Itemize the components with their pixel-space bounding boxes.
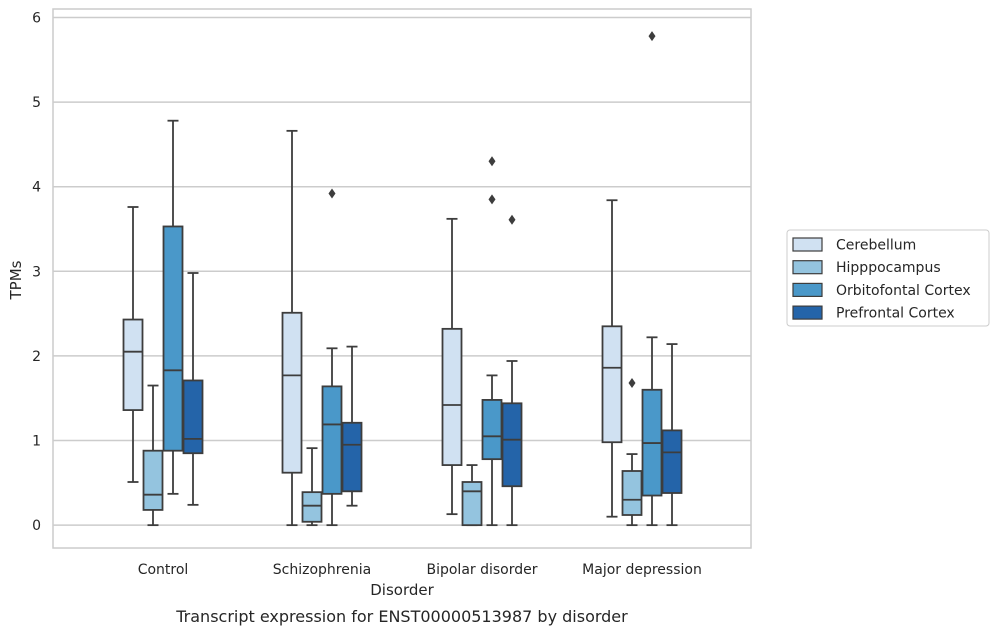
box-iqr (661, 429, 683, 494)
legend-swatch (792, 305, 823, 320)
box-3-0 (601, 199, 623, 518)
y-tick-label: 5 (32, 95, 41, 111)
box-iqr (142, 449, 164, 511)
outlier-point (508, 214, 516, 225)
box-3-1 (621, 378, 643, 527)
chart-title: Transcript expression for ENST0000051398… (175, 607, 628, 626)
box-groups (122, 31, 683, 527)
outlier-point (488, 156, 496, 167)
box-iqr (341, 421, 363, 493)
box-3-3 (661, 343, 683, 527)
legend-swatch (792, 282, 823, 297)
y-tick-label: 3 (32, 264, 41, 280)
box-2-1 (461, 464, 483, 527)
box-iqr (321, 385, 343, 495)
box-iqr (441, 327, 463, 466)
box-iqr (601, 325, 623, 444)
box-iqr (461, 481, 483, 527)
box-0-1 (142, 384, 164, 527)
legend-label: Prefrontal Cortex (836, 306, 955, 322)
plot-area (52, 8, 752, 549)
box-3-2 (641, 31, 663, 527)
box-1-0 (281, 129, 303, 527)
y-tick-label: 6 (32, 10, 41, 26)
box-iqr (281, 311, 303, 474)
box-iqr (162, 225, 184, 452)
x-axis-title: Disorder (370, 581, 434, 599)
x-tick-labels: Control Schizophrenia Bipolar disorder Majo… (138, 562, 702, 578)
outlier-point (488, 194, 496, 205)
box-iqr (301, 491, 323, 523)
y-tick-label: 0 (32, 518, 41, 534)
y-tick-labels: 0 1 2 3 4 5 6 (32, 10, 41, 534)
box-iqr (481, 399, 503, 461)
y-axis-title: TPMs (7, 260, 25, 300)
legend-label: Orbitofontal Cortex (836, 283, 971, 299)
box-0-3 (182, 272, 204, 506)
box-1-3 (341, 345, 363, 507)
x-tick-label: Schizophrenia (273, 562, 371, 578)
box-iqr (501, 402, 523, 488)
legend-swatch (792, 237, 823, 252)
outlier-point (328, 188, 336, 199)
box-2-3 (501, 214, 523, 527)
legend-label: Cerebellum (836, 238, 916, 254)
box-2-2 (481, 156, 503, 527)
x-tick-label: Major depression (582, 562, 702, 578)
box-1-1 (301, 447, 323, 527)
y-tick-label: 2 (32, 349, 41, 365)
y-tick-label: 4 (32, 180, 41, 196)
box-iqr (182, 379, 204, 455)
box-2-0 (441, 217, 463, 516)
y-tick-label: 1 (32, 434, 41, 450)
box-iqr (122, 318, 144, 411)
legend: Cerebellum Hipppocampus Orbitofontal Corte… (786, 229, 990, 327)
legend-frame (786, 229, 990, 327)
legend-label: Hipppocampus (836, 260, 941, 276)
box-0-2 (162, 119, 184, 495)
box-iqr (621, 470, 643, 516)
outlier-point (628, 378, 636, 388)
box-0-0 (122, 206, 144, 483)
x-tick-label: Control (138, 562, 189, 578)
x-tick-label: Bipolar disorder (426, 562, 537, 578)
box-1-2 (321, 188, 343, 527)
outlier-point (648, 31, 656, 42)
legend-swatch (792, 260, 823, 275)
